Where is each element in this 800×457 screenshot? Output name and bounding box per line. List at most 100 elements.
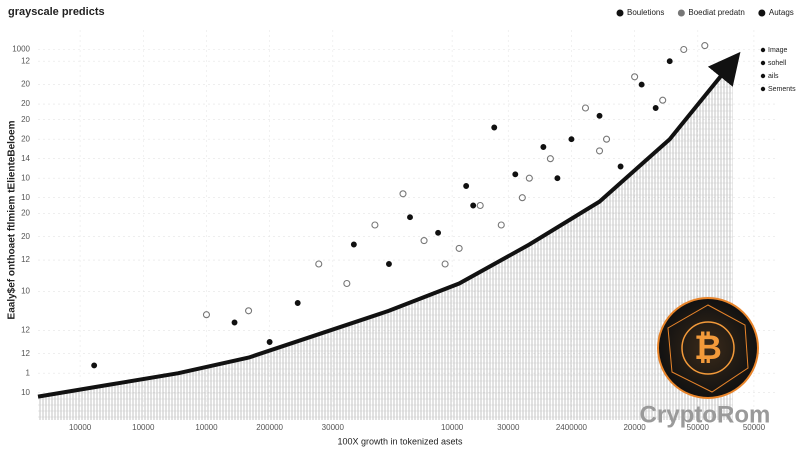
scatter-point [602,135,611,143]
legend-item: Boediat predatn [677,8,745,17]
y-tick-label: 20 [21,208,30,217]
logo-ring [657,297,759,399]
side-dot [760,73,766,79]
scatter-point [294,300,301,306]
y-tick-label: 12 [21,349,30,358]
scatter-point [343,279,351,288]
scatter-point [568,136,575,143]
scatter-point [595,147,604,155]
legend-swatch [758,9,766,17]
y-tick-label: 12 [21,325,30,334]
x-tick-label: 10000 [69,423,92,432]
logo-facets [667,304,749,393]
legend-label: Boediat predatn [688,8,745,17]
watermark: CryptoRom [640,401,771,428]
trend-line [37,51,741,399]
scatter-point [638,81,645,88]
scatter-point [231,319,238,326]
side-label: Sements [768,86,796,93]
x-tick-label: 50000 [743,423,766,432]
y-tick-label: 14 [21,154,30,163]
scatter-point [407,214,413,221]
legend-swatch [677,9,685,17]
scatter-point [435,229,442,236]
x-tick-label: 10000 [195,423,218,432]
x-tick-label: 10000 [441,423,464,432]
scatter-point [512,171,519,178]
x-tick-label: 2400000 [556,423,588,432]
side-dot [760,60,766,66]
scatter-point [315,260,323,268]
y-tick-label: 10 [21,388,30,397]
scatter-point [266,339,273,345]
legend-label: Autags [769,8,794,17]
scatter-point [497,221,505,229]
scatter-point [540,144,547,150]
y-tick-label: 1 [26,368,31,377]
scatter-point [245,307,253,315]
scatter-point [659,96,667,104]
bitcoin-logo: ₿ [657,297,759,399]
x-axis-label: 100X growth in tokenized asets [337,436,463,446]
y-tick-label: 20 [21,80,30,89]
scatter-point [399,190,407,198]
x-tick-label: 10000 [132,423,155,432]
side-label: sohell [768,60,787,67]
scatter-point [554,175,561,182]
legend-item: Autags [758,8,794,17]
side-dot [760,47,766,53]
legend-label: Bouletions [627,8,664,17]
scatter-point [455,244,463,252]
scatter-point [470,202,477,209]
y-axis-label: Eaaly$ef onthoaet ftlmiem tElienteBeloem [7,120,18,319]
logo-symbol: ₿ [694,329,722,367]
scatter-point [518,194,526,202]
side-dot [760,86,766,92]
scatter-point [525,174,533,182]
legend-item: Bouletions [616,8,664,17]
plot-area [37,42,741,420]
scatter-point [441,260,449,268]
scatter-point [386,261,392,267]
scatter-point [202,311,211,319]
scatter-point [91,362,98,369]
y-tick-label: 20 [21,134,30,143]
scatter-point [652,105,659,111]
y-tick-label: 20 [21,232,30,241]
scatter-point [701,42,709,50]
scatter-point [581,104,590,112]
legend-swatch [616,9,624,17]
scatter-point [420,237,428,245]
scatter-point [371,221,379,229]
y-tick-label: 12 [21,56,30,65]
scatter-point [476,201,484,210]
scatter-point [631,73,639,81]
side-label: ails [768,73,779,80]
logo-inner [681,321,735,375]
hatch-fill [38,61,733,420]
scatter-point [463,183,470,189]
scatter-point [666,58,673,65]
scatter-point [491,124,498,131]
scatter-point [596,112,603,119]
chart-title: grayscale predicts [8,6,105,18]
x-tick-label: 30000 [322,423,345,432]
scatter-point [680,45,688,54]
y-tick-label: 12 [21,255,30,264]
scatter-point [617,163,624,170]
y-tick-label: 10 [21,286,30,295]
y-tick-label: 10 [21,193,30,202]
x-tick-label: 30000 [497,423,520,432]
y-tick-label: 20 [21,99,30,108]
x-tick-label: 20000 [623,423,646,432]
scatter-point [546,155,554,163]
y-tick-label: 10 [21,173,30,182]
side-label: Image [768,47,788,54]
x-tick-label: 200000 [256,423,283,432]
y-tick-label: 1000 [12,45,30,54]
x-tick-label: 50000 [687,423,710,432]
y-tick-label: 20 [21,115,30,124]
scatter-point [350,241,357,248]
